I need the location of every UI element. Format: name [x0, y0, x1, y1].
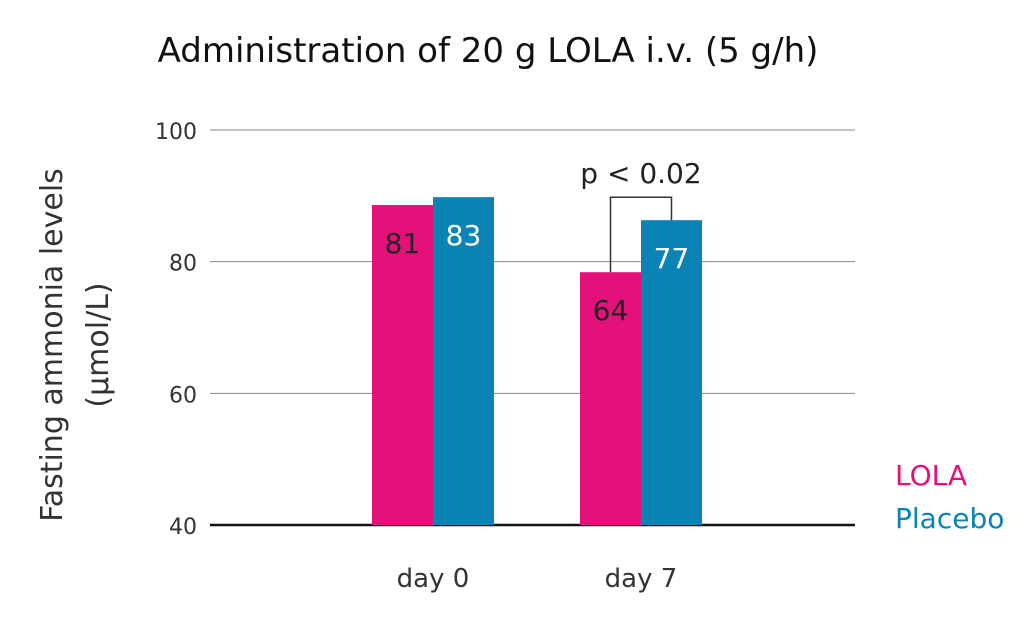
y-axis-label-line2: (µmol/L) — [81, 282, 116, 407]
x-tick-label: day 0 — [397, 564, 470, 594]
significance-bracket — [609, 196, 673, 273]
y-tick-label: 60 — [169, 383, 197, 408]
y-axis-label-line1: Fasting ammonia levels — [35, 168, 70, 522]
data-label: 64 — [593, 294, 629, 327]
bar-lola — [372, 205, 433, 526]
bar-lola — [580, 272, 641, 525]
y-tick-label: 40 — [169, 515, 197, 540]
y-tick-label: 80 — [169, 252, 197, 277]
legend-entry-placebo: Placebo — [895, 502, 1004, 535]
significance-label: p < 0.02 — [580, 157, 701, 190]
bar-placebo — [433, 197, 494, 525]
bar-placebo — [641, 220, 702, 526]
data-label: 77 — [654, 242, 690, 275]
y-tick-label: 100 — [155, 120, 197, 145]
x-tick-label: day 7 — [605, 564, 678, 594]
chart-title: Administration of 20 g LOLA i.v. (5 g/h) — [158, 31, 819, 71]
data-label: 83 — [446, 219, 482, 252]
data-label: 81 — [385, 227, 421, 260]
legend-entry-lola: LOLA — [895, 459, 967, 492]
